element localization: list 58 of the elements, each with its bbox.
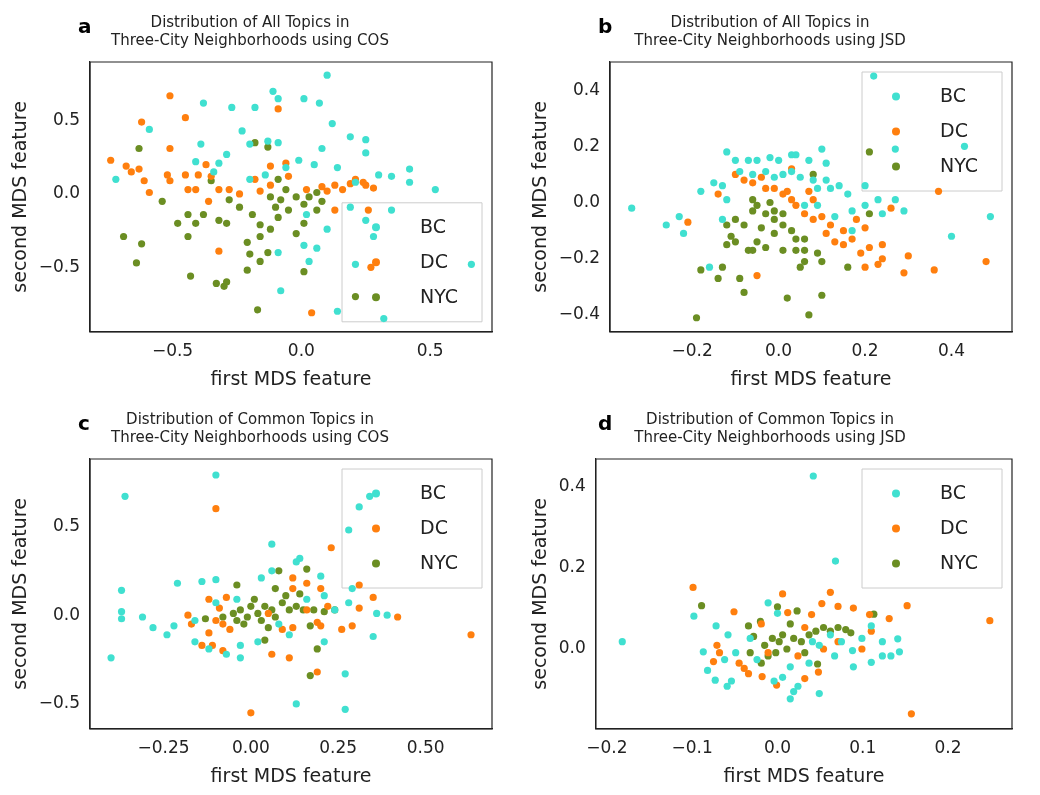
x-tick-label: 0.0 xyxy=(287,340,315,361)
legend-label: NYC xyxy=(940,551,979,574)
x-tick-label: 0.2 xyxy=(851,340,879,361)
text: c xyxy=(78,411,90,435)
x-tick-label: −0.25 xyxy=(137,737,190,758)
x-tick-label: 0.25 xyxy=(319,737,358,758)
y-tick-label: 0.0 xyxy=(53,182,81,203)
x-tick-label: −0.5 xyxy=(151,340,194,361)
legend-label: NYC xyxy=(420,551,459,574)
x-tick-label: −0.2 xyxy=(671,340,713,361)
y-tick-label: 0.2 xyxy=(558,555,586,576)
x-axis-title: first MDS feature xyxy=(723,763,885,786)
x-tick-label: 0.0 xyxy=(763,737,791,758)
y-tick-label: −0.2 xyxy=(558,247,601,268)
y-axis-title: second MDS feature xyxy=(528,101,551,293)
y-tick-label: 0.0 xyxy=(573,190,601,211)
x-tick-label: 0.4 xyxy=(937,340,966,361)
text: b xyxy=(598,14,613,38)
x-tick-label: −0.2 xyxy=(586,737,628,758)
y-tick-label: 0.0 xyxy=(558,637,586,658)
x-tick-label: 0.50 xyxy=(406,737,445,758)
legend-label: DC xyxy=(420,516,448,539)
text: d xyxy=(598,411,613,435)
y-tick-label: −0.5 xyxy=(38,692,81,713)
y-axis-title: second MDS feature xyxy=(8,498,31,690)
text: a xyxy=(78,14,92,38)
legend-label: DC xyxy=(940,516,968,539)
y-axis-title: second MDS feature xyxy=(8,101,31,293)
x-axis-title: first MDS feature xyxy=(210,366,372,389)
legend-label: NYC xyxy=(940,154,979,177)
y-tick-label: 0.0 xyxy=(53,603,81,624)
y-tick-label: 0.4 xyxy=(558,474,586,495)
y-tick-label: 0.4 xyxy=(573,78,601,99)
x-axis-title: first MDS feature xyxy=(210,763,372,786)
x-tick-label: 0.5 xyxy=(416,340,444,361)
y-tick-label: 0.5 xyxy=(53,514,81,535)
y-tick-label: 0.2 xyxy=(573,134,601,155)
y-tick-label: 0.5 xyxy=(53,109,81,130)
x-axis-title: first MDS feature xyxy=(730,366,892,389)
legend-label: BC xyxy=(420,481,446,504)
x-tick-label: 0.00 xyxy=(231,737,270,758)
legend-label: BC xyxy=(940,481,966,504)
legend-label: BC xyxy=(420,215,446,238)
legend-label: DC xyxy=(940,119,968,142)
x-tick-label: 0.0 xyxy=(765,340,793,361)
chart-title: Distribution of All Topics in Three-City Neighborhoods using COS xyxy=(110,12,389,49)
y-tick-label: −0.4 xyxy=(558,303,601,324)
x-tick-label: 0.1 xyxy=(849,737,877,758)
chart-title: Distribution of All Topics in Three-City Neighborhoods using JSD xyxy=(633,12,906,49)
y-axis-title: second MDS feature xyxy=(528,498,551,690)
legend-label: NYC xyxy=(420,285,459,308)
legend-label: DC xyxy=(420,250,448,273)
x-tick-label: −0.1 xyxy=(671,737,713,758)
y-tick-label: −0.5 xyxy=(38,255,81,276)
chart-title: Distribution of Common Topics in Three-City Neighborhoods using COS xyxy=(110,409,389,446)
chart-title: Distribution of Common Topics in Three-City Neighborhoods using JSD xyxy=(633,409,906,446)
legend-label: BC xyxy=(940,84,966,107)
x-tick-label: 0.2 xyxy=(934,737,962,758)
